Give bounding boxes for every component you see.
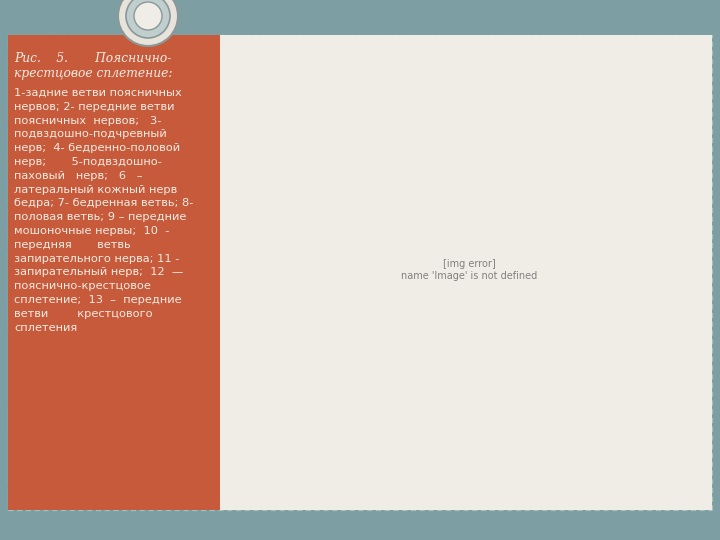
Bar bbox=[220, 35, 712, 510]
Text: паховый   нерв;   6   –: паховый нерв; 6 – bbox=[14, 171, 143, 181]
Ellipse shape bbox=[118, 0, 178, 46]
Text: бедра; 7- бедренная ветвь; 8-: бедра; 7- бедренная ветвь; 8- bbox=[14, 198, 194, 208]
Text: крестцовое сплетение:: крестцовое сплетение: bbox=[14, 67, 173, 80]
Text: мошоночные нервы;  10  -: мошоночные нервы; 10 - bbox=[14, 226, 169, 236]
Ellipse shape bbox=[126, 0, 170, 38]
Bar bbox=[8, 35, 220, 510]
Ellipse shape bbox=[134, 2, 162, 30]
Text: ветви        крестцового: ветви крестцового bbox=[14, 309, 153, 319]
Text: передняя       ветвь: передняя ветвь bbox=[14, 240, 130, 250]
Text: нерв;  4- бедренно-половой: нерв; 4- бедренно-половой bbox=[14, 143, 180, 153]
Text: половая ветвь; 9 – передние: половая ветвь; 9 – передние bbox=[14, 212, 186, 222]
Text: Рис.    5.       Пояснично-: Рис. 5. Пояснично- bbox=[14, 52, 171, 65]
Text: нервов; 2- передние ветви: нервов; 2- передние ветви bbox=[14, 102, 174, 112]
Bar bbox=[0, 510, 720, 540]
Bar bbox=[0, 0, 720, 30]
Text: 1-задние ветви поясничных: 1-задние ветви поясничных bbox=[14, 88, 181, 98]
Text: латеральный кожный нерв: латеральный кожный нерв bbox=[14, 185, 177, 194]
Text: подвздошно-подчревный: подвздошно-подчревный bbox=[14, 130, 167, 139]
Text: [img error]
name 'Image' is not defined: [img error] name 'Image' is not defined bbox=[401, 259, 537, 281]
Text: сплетения: сплетения bbox=[14, 322, 77, 333]
Text: сплетение;  13  –  передние: сплетение; 13 – передние bbox=[14, 295, 181, 305]
Text: запирательный нерв;  12  —: запирательный нерв; 12 — bbox=[14, 267, 184, 278]
Text: запирательного нерва; 11 -: запирательного нерва; 11 - bbox=[14, 254, 179, 264]
Text: поясничных  нервов;   3-: поясничных нервов; 3- bbox=[14, 116, 161, 126]
Text: нерв;       5-подвздошно-: нерв; 5-подвздошно- bbox=[14, 157, 162, 167]
Text: пояснично-крестцовое: пояснично-крестцовое bbox=[14, 281, 151, 291]
